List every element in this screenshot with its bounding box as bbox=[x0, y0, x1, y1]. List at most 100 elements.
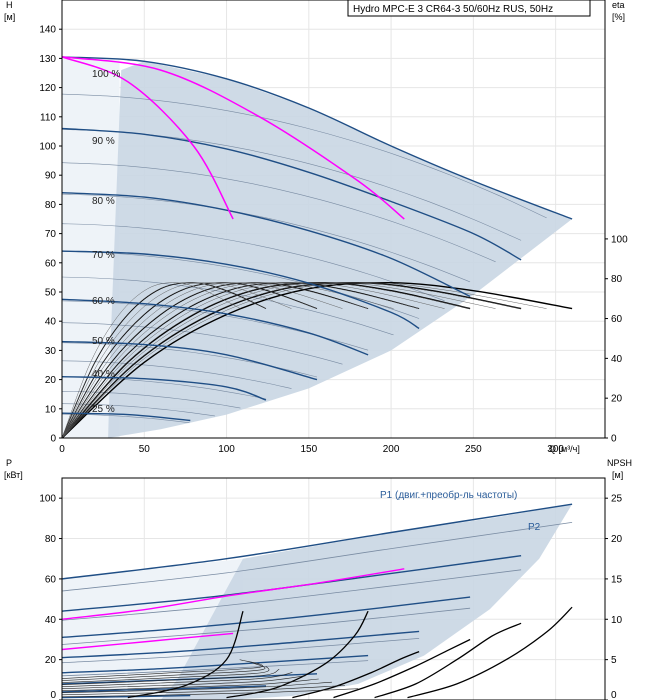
thin-eta-curve-70 bbox=[61, 282, 420, 439]
efficiency-curve-eta-70 bbox=[61, 282, 420, 439]
duty-power-curve-1 bbox=[61, 568, 405, 620]
npsh-curve-npsh-duty bbox=[127, 610, 244, 699]
h-tick-110: 110 bbox=[40, 112, 56, 123]
eta-tick-0: 0 bbox=[611, 434, 617, 445]
q-tick-0: 0 bbox=[59, 444, 65, 455]
npsh-tick-10: 10 bbox=[611, 615, 623, 626]
thin-npsh-line-5 bbox=[61, 672, 293, 687]
thin-eta-curve-95 bbox=[61, 282, 547, 439]
speed-curve-90 bbox=[61, 127, 522, 261]
eta-axis-label: eta bbox=[612, 0, 625, 10]
h-tick-90: 90 bbox=[45, 171, 57, 182]
p-tick-0: 0 bbox=[50, 690, 56, 700]
p-axis-label: P bbox=[6, 458, 12, 468]
speed-curve-25 bbox=[61, 412, 191, 422]
thin-npsh-line-2 bbox=[61, 681, 332, 693]
thin-npsh-line-1 bbox=[61, 685, 346, 696]
q-tick-250: 250 bbox=[465, 444, 482, 455]
thin-speed-curve-75 bbox=[61, 223, 445, 302]
h-axis-label: H bbox=[6, 0, 13, 10]
h-tick-120: 120 bbox=[39, 83, 56, 94]
h-tick-10: 10 bbox=[45, 404, 57, 415]
h-axis-unit: [м] bbox=[4, 12, 15, 22]
speed-label-90: 90 % bbox=[92, 136, 115, 147]
top-ticks: 0 50 100 150 200 250 3000102030405060708090100… bbox=[39, 25, 628, 455]
thin-eta-curve-85 bbox=[61, 282, 496, 439]
thin-eta-curve-40 bbox=[61, 282, 267, 439]
speed-label-50: 50 % bbox=[92, 336, 115, 347]
speed-labels: 100 % 90 % 80 % 70 % 60 % 50 % 40 % 25 % bbox=[92, 69, 120, 415]
h-tick-80: 80 bbox=[45, 200, 57, 211]
speed-curve-40 bbox=[61, 376, 267, 401]
speed-curve-60 bbox=[61, 298, 369, 356]
npsh-curve-npsh-100 bbox=[407, 606, 573, 699]
p-tick-20: 20 bbox=[45, 655, 57, 666]
thin-eta-curve-65 bbox=[61, 282, 394, 439]
speed-label-80: 80 % bbox=[92, 196, 115, 207]
eta-axis-unit: [%] bbox=[612, 12, 625, 22]
npsh-curve-npsh-90 bbox=[374, 622, 522, 699]
npsh-axis-unit: [м] bbox=[612, 470, 623, 480]
h-tick-50: 50 bbox=[45, 288, 57, 299]
thin-speed-curve-65 bbox=[61, 276, 394, 336]
speed-label-40: 40 % bbox=[92, 369, 115, 380]
npsh-curve-npsh-80 bbox=[333, 638, 471, 699]
h-tick-0: 0 bbox=[50, 434, 56, 445]
npsh-curve-npsh-60 bbox=[226, 610, 369, 699]
top-curves bbox=[61, 56, 573, 439]
h-tick-40: 40 bbox=[45, 317, 57, 328]
bottom-ticks: 0 20 40 60 80 100 0 5 10 15 20 25 bbox=[39, 494, 623, 700]
bottom-curves bbox=[61, 503, 573, 699]
thin-speed-curve-55 bbox=[61, 322, 343, 365]
speed-curve-80 bbox=[61, 192, 471, 298]
q-tick-150: 150 bbox=[300, 444, 317, 455]
power-curve-p1-100 bbox=[61, 503, 573, 580]
bottom-plot-frame bbox=[61, 477, 606, 700]
thin-npsh-line-8 bbox=[61, 662, 266, 681]
npsh-tick-5: 5 bbox=[611, 655, 617, 666]
eta-tick-40: 40 bbox=[611, 354, 623, 365]
thin-npsh-line-9 bbox=[61, 659, 263, 679]
speed-curve-100 bbox=[61, 56, 573, 220]
thin-eta-curve-75 bbox=[61, 282, 445, 439]
q-tick-300: 300 bbox=[547, 444, 564, 455]
thin-speed-curve-85 bbox=[61, 162, 496, 263]
thin-speed-curve-35 bbox=[61, 391, 241, 409]
efficiency-curve-eta-50 bbox=[61, 282, 318, 439]
eta-tick-80: 80 bbox=[611, 274, 623, 285]
npsh-tick-15: 15 bbox=[611, 574, 623, 585]
p2-curve-label: P2 bbox=[528, 522, 541, 533]
efficiency-curve-eta-100 bbox=[61, 281, 573, 439]
q-tick-50: 50 bbox=[139, 444, 151, 455]
speed-label-70: 70 % bbox=[92, 250, 115, 261]
p-tick-60: 60 bbox=[45, 574, 57, 585]
npsh-tick-20: 20 bbox=[611, 534, 623, 545]
thin-speed-curve-45 bbox=[61, 360, 292, 389]
chart-title-box bbox=[347, 0, 591, 17]
thin-npsh-line-0 bbox=[61, 688, 359, 698]
power-curve-p2-90 bbox=[61, 569, 522, 621]
npsh-tick-25: 25 bbox=[611, 494, 623, 505]
q-tick-200: 200 bbox=[383, 444, 400, 455]
h-tick-30: 30 bbox=[45, 346, 57, 357]
speed-label-100: 100 % bbox=[92, 69, 120, 80]
npsh-axis-label: NPSH bbox=[607, 458, 632, 468]
efficiency-curve-eta-90 bbox=[61, 281, 522, 439]
system-curve-1 bbox=[61, 56, 234, 220]
system-curve-2 bbox=[61, 56, 405, 220]
speed-curve-70 bbox=[61, 250, 420, 330]
h-tick-70: 70 bbox=[45, 229, 57, 240]
p-axis-unit: [кВт] bbox=[4, 470, 23, 480]
npsh-tick-0: 0 bbox=[611, 690, 617, 700]
speed-label-60: 60 % bbox=[92, 296, 115, 307]
thin-eta-curve-50 bbox=[61, 282, 318, 439]
thin-npsh-line-4 bbox=[61, 675, 306, 689]
h-tick-100: 100 bbox=[39, 142, 56, 153]
p-tick-40: 40 bbox=[45, 615, 57, 626]
speed-curve-50 bbox=[61, 340, 318, 381]
thin-eta-curve-60 bbox=[61, 282, 369, 439]
thin-npsh-line-7 bbox=[61, 665, 270, 683]
efficiency-curve-eta-60 bbox=[61, 282, 369, 439]
